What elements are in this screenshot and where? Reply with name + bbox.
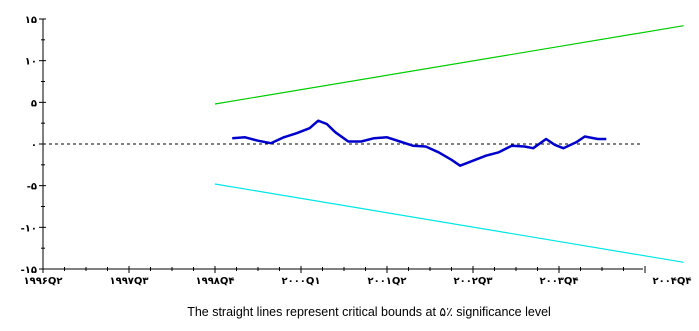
upper-bound-line [214,25,684,105]
plot-area [43,25,684,263]
x-tick-label: ۱۹۹۶Q۲ [23,276,62,287]
chart-caption: The straight lines represent critical bo… [187,305,551,319]
lower-bound-line [214,183,684,263]
x-tick-label: ۲۰۰۴Q۴ [652,276,691,287]
y-tick-label: ۱۵ [25,15,37,26]
y-tick-label: ۰ [31,140,37,151]
y-tick-label: -۱۰ [21,223,37,234]
y-tick-label: ۱۰ [25,57,37,68]
y-tick-label: -۱۵ [21,265,37,276]
x-tick-label: ۱۹۹۸Q۴ [195,276,234,287]
cusum-line [232,119,607,167]
x-tick-label: ۲۰۰۰Q۱ [281,276,320,287]
x-tick-label: ۱۹۹۷Q۳ [109,276,148,287]
x-tick-label: ۲۰۰۲Q۳ [453,276,492,287]
x-tick-label: ۲۰۰۱Q۲ [367,276,406,287]
x-tick-label: ۲۰۰۳Q۴ [539,276,578,287]
y-tick-label: -۵ [27,182,37,193]
y-tick-label: ۵ [31,98,37,109]
